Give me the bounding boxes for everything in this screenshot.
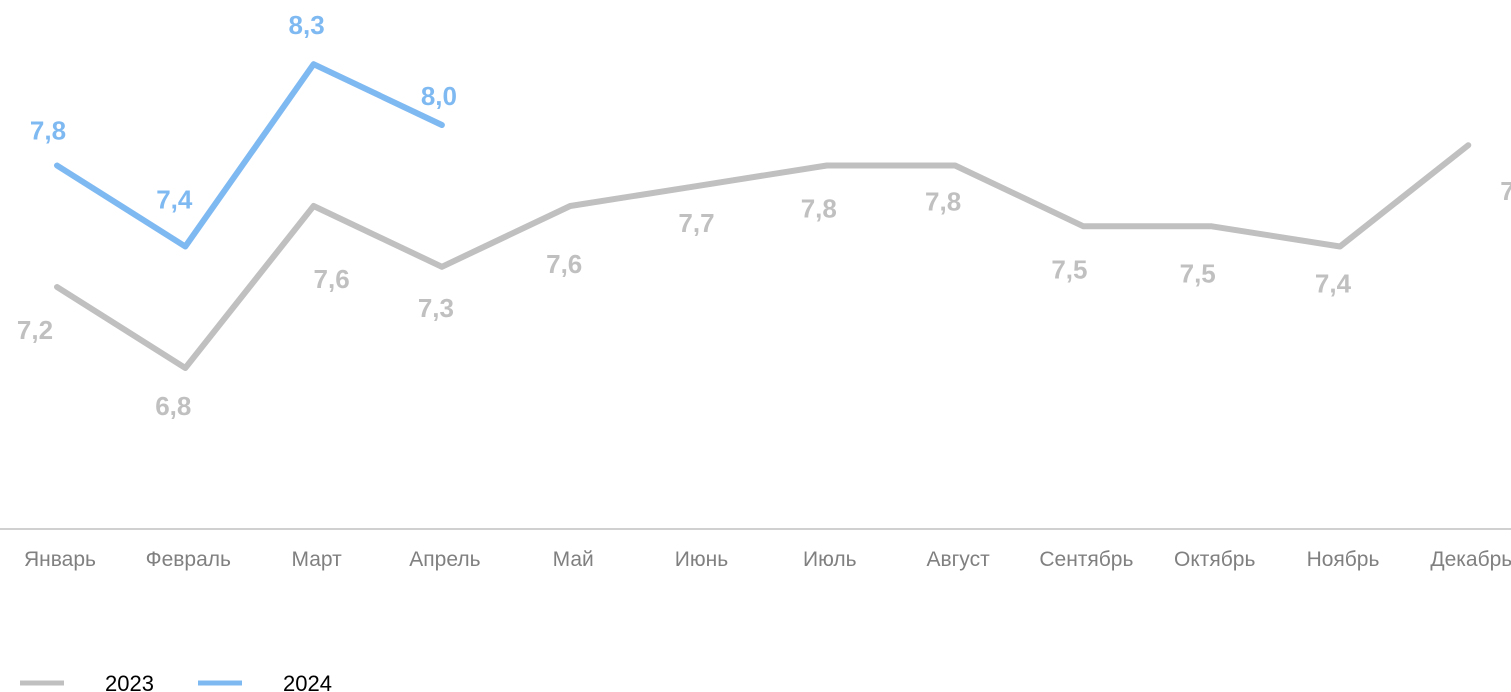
x-tick-label-8: Сентябрь — [1039, 548, 1133, 571]
legend-label-2023: 2023 — [105, 671, 154, 692]
x-tick-label-9: Октябрь — [1174, 548, 1255, 571]
x-tick-label-7: Август — [926, 548, 990, 571]
x-tick-label-1: Февраль — [146, 548, 231, 571]
series-line-2024 — [54, 61, 445, 250]
data-label-2023-5: 7,7 — [678, 208, 714, 238]
data-label-2024-2: 8,3 — [289, 10, 325, 40]
data-label-2024-0: 7,8 — [30, 116, 66, 146]
data-label-2023-10: 7,4 — [1315, 269, 1352, 299]
data-label-2023-0: 7,2 — [17, 315, 53, 345]
x-tick-label-10: Ноябрь — [1307, 548, 1380, 571]
data-labels: 7,2 6,8 7,6 7,3 7,6 7,7 7,8 7,8 7,5 7,5 7,4 7,9 7,8 7… — [17, 10, 1511, 421]
x-tick-label-3: Апрель — [409, 548, 480, 571]
x-tick-label-11: Декабрь — [1430, 548, 1511, 571]
data-label-2023-7: 7,8 — [925, 187, 961, 217]
data-label-2024-1: 7,4 — [156, 185, 193, 215]
data-label-2023-9: 7,5 — [1180, 258, 1216, 288]
legend-label-2024: 2024 — [283, 671, 332, 692]
x-tick-label-4: Май — [553, 548, 594, 571]
data-label-2023-6: 7,8 — [801, 194, 837, 224]
x-tick-label-2: Март — [291, 548, 342, 571]
x-axis-tick-labels: Январь Февраль Март Апрель Май Июнь Июль Август… — [24, 548, 1511, 571]
data-label-2023-11: 7,9 — [1500, 176, 1511, 206]
series-line-2023 — [54, 142, 1472, 371]
data-label-2023-8: 7,5 — [1051, 254, 1087, 284]
x-tick-label-5: Июнь — [675, 548, 728, 571]
data-label-2023-4: 7,6 — [546, 249, 582, 279]
legend: 2023 2024 — [20, 671, 332, 692]
data-label-2023-1: 6,8 — [155, 391, 191, 421]
data-label-2024-3: 8,0 — [421, 81, 457, 111]
data-label-2023-2: 7,6 — [314, 264, 350, 294]
x-tick-label-0: Январь — [24, 548, 96, 571]
series-lines — [54, 61, 1472, 371]
x-tick-label-6: Июль — [803, 548, 857, 571]
data-label-2023-3: 7,3 — [418, 293, 454, 323]
